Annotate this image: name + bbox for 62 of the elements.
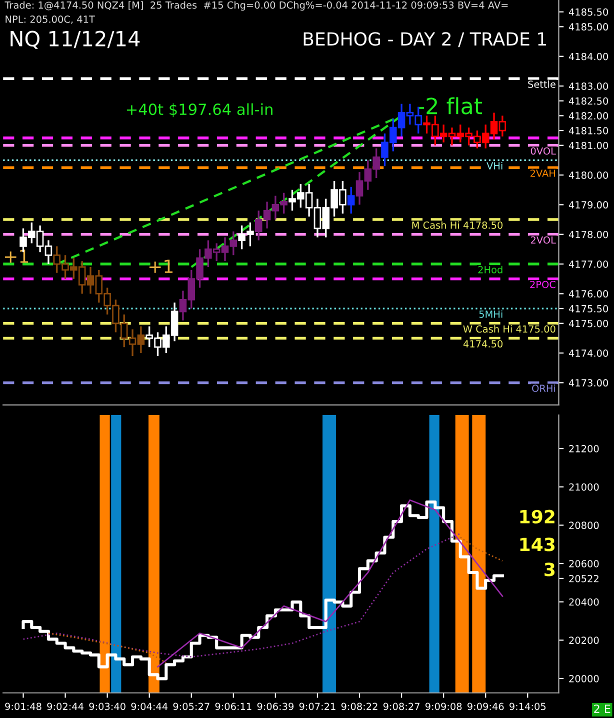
y-tick-label: 4176.00 — [568, 290, 608, 298]
y-tick-label: 20800 — [569, 522, 599, 530]
y-tick-label: 20000 — [569, 674, 599, 682]
annotation: 143 — [520, 538, 555, 552]
y-tick-label: 4184.00 — [568, 52, 608, 60]
ref-line-label: 2Hod — [478, 266, 502, 274]
y-tick-label: 4173.00 — [568, 379, 608, 387]
text: 3 — [544, 562, 555, 576]
ref-line-label: 5MHi — [479, 310, 502, 318]
annotation: NPL: 205.00C, 41T — [6, 16, 95, 24]
y-tick-label: 4181.00 — [568, 142, 608, 150]
x-tick-label: 9:09:08 — [425, 702, 462, 710]
annotation: +40t $197.64 all-in — [126, 103, 272, 118]
x-tick-label: 9:01:48 — [5, 702, 42, 710]
y-tick-label: 20400 — [569, 598, 599, 606]
x-tick-label: 9:06:11 — [215, 702, 252, 710]
y-tick-label: 20200 — [569, 636, 599, 644]
y-tick-label: 21000 — [569, 483, 599, 491]
ref-line-label: ORHi — [532, 384, 556, 392]
text: 2 E — [594, 704, 610, 713]
y-tick-label: 4185.50 — [568, 8, 608, 16]
x-tick-label: 9:04:44 — [131, 702, 168, 710]
ref-line-label: 0VOL — [530, 147, 556, 155]
text: NQ 11/12/14 — [10, 30, 140, 49]
y-tick-label: 4175.00 — [568, 320, 608, 328]
ref-line-label: 2VOL — [530, 236, 556, 244]
y-tick-label: 4185.00 — [568, 23, 608, 31]
x-tick-label: 9:06:39 — [257, 702, 294, 710]
y-tick-label: 4180.00 — [568, 172, 608, 179]
y-tick-label: 4174.00 — [568, 350, 608, 357]
x-tick-label: 9:03:40 — [89, 702, 126, 710]
y-tick-label: 4182.50 — [568, 97, 608, 105]
y-tick-label: 20522 — [569, 574, 598, 582]
ref-line-label: M Cash Hi 4178.50 — [412, 221, 503, 229]
ref-line-label: W Cash Hi 4175.00 — [463, 325, 556, 333]
x-tick-label: 9:05:27 — [173, 702, 210, 710]
annotation: +1 — [149, 260, 172, 273]
y-tick-label: 4177.00 — [568, 260, 608, 268]
y-tick-label: 4183.00 — [568, 82, 608, 90]
x-tick-label: 9:07:21 — [299, 702, 336, 710]
x-tick-label: 9:02:44 — [47, 702, 84, 710]
annotation: Trade: 1@4174.50 NQZ4 [M] 25 Trades #15 Chg=0.00 DChg%=-0.04 2014-11-12 09:09:53 BV=4 AV= — [4, 1, 508, 11]
annotation: 192 — [520, 510, 554, 524]
x-tick-label: 9:14:05 — [510, 702, 546, 710]
x-tick-label: 9:09:46 — [467, 702, 504, 710]
y-tick-label: 4175.50 — [568, 305, 608, 312]
y-tick-label: 20600 — [569, 560, 599, 568]
ref-line-label: 2POC — [530, 280, 556, 288]
y-tick-label: 21200 — [569, 445, 599, 452]
y-tick-label: 4181.50 — [568, 127, 608, 134]
ref-line-label: 4174.50 — [463, 340, 503, 348]
ref-line-label: VHi — [486, 162, 502, 170]
text: BEDHOG - DAY 2 / TRADE 1 — [304, 32, 546, 48]
x-tick-label: 9:08:22 — [341, 702, 378, 710]
annotation: -2 flat — [418, 97, 482, 114]
ref-line-label: 2VAH — [530, 170, 556, 177]
annotation: +1 — [4, 250, 28, 263]
ref-line-label: Settle — [528, 80, 556, 88]
y-tick-label: 4179.00 — [568, 201, 608, 209]
y-tick-label: 4182.00 — [568, 112, 608, 120]
y-tick-label: 4178.00 — [568, 230, 608, 238]
x-tick-label: 9:08:27 — [383, 702, 420, 710]
